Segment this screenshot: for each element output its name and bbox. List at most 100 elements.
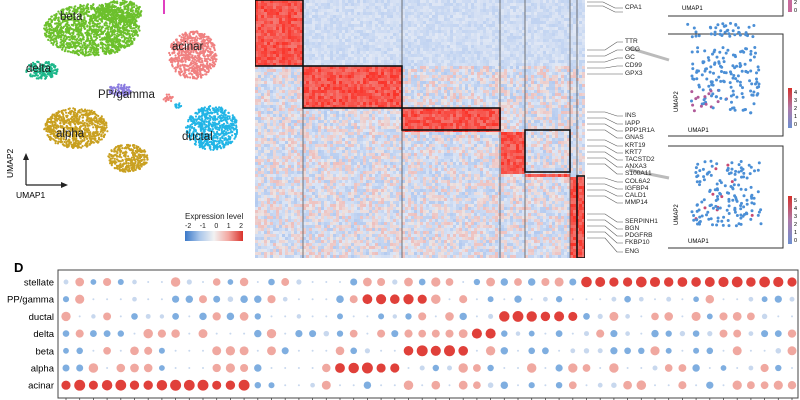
- umap-point: [99, 46, 102, 49]
- umap-point: [166, 95, 169, 98]
- heatmap-cell: [498, 18, 501, 21]
- umap-point: [82, 13, 86, 16]
- umap-point: [43, 128, 46, 131]
- umap-point: [47, 18, 51, 21]
- umap-point: [56, 28, 59, 32]
- heatmap-cell: [366, 3, 369, 6]
- umap-point: [207, 70, 210, 74]
- heatmap-cell: [417, 18, 420, 21]
- heatmap-cell: [306, 3, 309, 6]
- umap-point: [120, 84, 123, 87]
- umap-point: [72, 49, 75, 52]
- heatmap-cell: [339, 0, 342, 3]
- heatmap-cell: [486, 9, 489, 12]
- umap-point: [179, 67, 182, 71]
- umap-point: [171, 47, 174, 51]
- umap-point: [54, 140, 58, 143]
- umap-point: [76, 49, 79, 52]
- heatmap-cell: [417, 3, 420, 6]
- umap-point: [76, 142, 79, 145]
- umap-point: [228, 126, 231, 129]
- umap-point: [95, 29, 98, 32]
- umap-point: [79, 140, 82, 143]
- umap-point: [116, 37, 119, 41]
- umap-point: [128, 23, 131, 26]
- umap-point: [213, 47, 216, 50]
- heatmap-cell: [522, 15, 525, 18]
- heatmap-cell: [333, 18, 336, 21]
- umap-point: [62, 25, 66, 28]
- umap-point: [101, 37, 104, 40]
- umap-point: [128, 35, 131, 38]
- umap-point: [116, 35, 119, 39]
- heatmap-cell: [570, 15, 573, 18]
- heatmap-cell: [372, 3, 375, 6]
- heatmap-cell: [528, 9, 531, 12]
- heatmap-cell: [516, 18, 519, 21]
- heatmap-cell: [549, 0, 552, 3]
- umap-point: [76, 37, 79, 40]
- heatmap-cell: [282, 12, 285, 15]
- umap-point: [128, 44, 131, 47]
- umap-point: [174, 70, 177, 73]
- heatmap-cell: [354, 9, 357, 12]
- umap-point: [207, 126, 210, 129]
- heatmap-cell: [393, 3, 396, 6]
- umap-point: [195, 49, 198, 52]
- umap-point: [133, 5, 136, 9]
- umap-point: [96, 30, 99, 34]
- heatmap-cell: [420, 12, 423, 15]
- umap-point: [62, 115, 65, 118]
- heatmap-cell: [270, 12, 273, 15]
- heatmap-cell: [264, 12, 267, 15]
- umap-point: [78, 6, 82, 9]
- umap-point: [203, 121, 206, 124]
- umap-point: [206, 60, 209, 63]
- legend-colorbar: [185, 231, 243, 241]
- umap-point: [136, 24, 139, 28]
- umap-point: [102, 127, 105, 130]
- umap-point: [212, 122, 215, 125]
- heatmap-cell: [255, 15, 258, 18]
- umap-point: [107, 7, 110, 10]
- umap-point: [65, 36, 68, 39]
- umap-point: [191, 69, 194, 72]
- heatmap-cell: [429, 9, 432, 12]
- umap-point: [191, 62, 195, 65]
- umap-point: [90, 119, 94, 122]
- heatmap-cell: [450, 6, 453, 9]
- heatmap-cell: [258, 18, 261, 21]
- umap-point: [193, 66, 196, 70]
- heatmap-cell: [474, 0, 477, 3]
- heatmap-cell: [318, 12, 321, 15]
- umap-point: [179, 54, 182, 57]
- umap-point: [180, 49, 183, 52]
- heatmap-cell: [390, 15, 393, 18]
- heatmap-cell: [426, 18, 429, 21]
- umap-point: [211, 65, 214, 68]
- heatmap-cell: [495, 18, 498, 21]
- umap-point: [234, 136, 237, 139]
- heatmap-cell: [321, 6, 324, 9]
- heatmap-cell: [423, 9, 426, 12]
- heatmap-cell: [255, 6, 258, 9]
- umap-point: [220, 114, 223, 117]
- umap-point: [114, 17, 117, 20]
- umap-point: [138, 157, 142, 160]
- heatmap-cell: [393, 15, 396, 18]
- umap-point: [57, 129, 60, 133]
- umap-point: [93, 123, 96, 126]
- heatmap-cell: [309, 12, 312, 15]
- heatmap-cell: [462, 15, 465, 18]
- heatmap-cell: [396, 0, 399, 3]
- umap-point: [55, 117, 58, 120]
- umap-point: [72, 28, 75, 31]
- umap-point: [114, 22, 117, 25]
- umap-point: [45, 127, 48, 130]
- umap-point: [215, 145, 218, 148]
- umap-point: [200, 114, 203, 117]
- umap-point: [123, 44, 126, 47]
- umap-point: [133, 152, 136, 155]
- umap-point: [103, 47, 106, 50]
- umap-point: [100, 32, 103, 35]
